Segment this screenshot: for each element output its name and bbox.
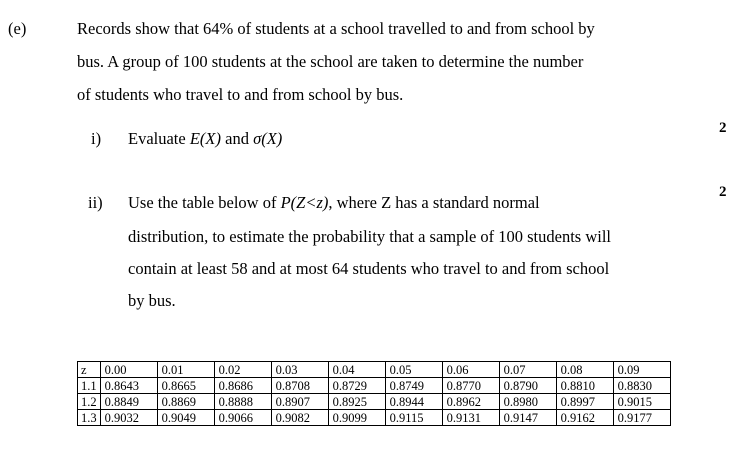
table-cell: 0.9082	[270, 409, 329, 426]
part-label: (e)	[8, 19, 27, 38]
std-dev-expr: σ(X)	[253, 129, 283, 148]
table-cell: 0.9131	[441, 409, 500, 426]
header-cell: 0.01	[156, 361, 215, 378]
table-cell: 0.8770	[441, 377, 500, 394]
table-cell: 0.9177	[612, 409, 671, 426]
expected-value-expr: E(X)	[189, 129, 221, 148]
sub-question-ii-line-2: distribution, to estimate the probabilit…	[128, 227, 612, 246]
table-cell: 0.9066	[213, 409, 272, 426]
header-z: z	[77, 361, 101, 378]
sub-question-i-text: Evaluate E(X) and σ(X)	[128, 129, 283, 148]
table-cell: 0.8997	[555, 393, 614, 410]
table-cell: 0.8810	[555, 377, 614, 394]
table-cell: 0.9015	[612, 393, 671, 410]
marks-ii: 2	[719, 184, 727, 200]
table-cell: 0.8665	[156, 377, 215, 394]
header-cell: 0.07	[498, 361, 557, 378]
table-cell: 0.8944	[384, 393, 443, 410]
sub-question-ii-line-3: contain at least 58 and at most 64 stude…	[128, 259, 610, 278]
table-cell: 0.8980	[498, 393, 557, 410]
table-cell: 0.8869	[156, 393, 215, 410]
table-row: 1.2 0.8849 0.8869 0.8888 0.8907 0.8925 0.8944 0…	[77, 393, 671, 410]
table-cell: 0.8686	[213, 377, 272, 394]
table-cell: 0.9147	[498, 409, 557, 426]
table-cell: 0.8888	[213, 393, 272, 410]
table-cell: 0.8849	[99, 393, 158, 410]
sub-question-i-and: and	[221, 129, 254, 148]
header-cell: 0.09	[612, 361, 671, 378]
table-cell: 0.8962	[441, 393, 500, 410]
table-cell: 0.8925	[327, 393, 386, 410]
normal-distribution-table: z 0.00 0.01 0.02 0.03 0.04 0.05 0.06 0.07 0.08 0.0…	[77, 361, 671, 426]
table-cell: 0.9162	[555, 409, 614, 426]
header-cell: 0.03	[270, 361, 329, 378]
table-cell: 0.8729	[327, 377, 386, 394]
table-cell: 0.8749	[384, 377, 443, 394]
intro-line-2: bus. A group of 100 students at the scho…	[77, 52, 584, 71]
table-header-row: z 0.00 0.01 0.02 0.03 0.04 0.05 0.06 0.07 0.08 0.0…	[77, 361, 671, 378]
header-cell: 0.04	[327, 361, 386, 378]
row-z-value: 1.1	[77, 377, 101, 394]
sub-question-ii-line-4: by bus.	[128, 291, 176, 310]
table-cell: 0.9099	[327, 409, 386, 426]
header-cell: 0.00	[99, 361, 158, 378]
intro-line-1: Records show that 64% of students at a s…	[77, 19, 595, 38]
table-cell: 0.8830	[612, 377, 671, 394]
table-cell: 0.9049	[156, 409, 215, 426]
table-cell: 0.9115	[384, 409, 443, 426]
sub-question-ii-line-1: Use the table below of P(Z<z), where Z h…	[128, 193, 540, 212]
table-cell: 0.8643	[99, 377, 158, 394]
intro-line-3: of students who travel to and from schoo…	[77, 85, 404, 104]
table-cell: 0.9032	[99, 409, 158, 426]
sub-question-ii-label: ii)	[88, 193, 103, 212]
sub-question-i-label: i)	[91, 129, 102, 148]
table-cell: 0.8790	[498, 377, 557, 394]
row-z-value: 1.2	[77, 393, 101, 410]
header-cell: 0.06	[441, 361, 500, 378]
header-cell: 0.05	[384, 361, 443, 378]
probability-expr: P(Z<z)	[280, 193, 329, 212]
header-cell: 0.02	[213, 361, 272, 378]
sub-question-i-prefix: Evaluate	[128, 129, 190, 148]
table-row: 1.1 0.8643 0.8665 0.8686 0.8708 0.8729 0.8749 0…	[77, 377, 671, 394]
marks-i: 2	[719, 120, 727, 136]
table-cell: 0.8708	[270, 377, 329, 394]
row-z-value: 1.3	[77, 409, 101, 426]
table-cell: 0.8907	[270, 393, 329, 410]
header-cell: 0.08	[555, 361, 614, 378]
table-row: 1.3 0.9032 0.9049 0.9066 0.9082 0.9099 0.9115 0…	[77, 409, 671, 426]
sub-question-ii-prefix: Use the table below of	[128, 193, 281, 212]
sub-question-ii-suffix: , where Z has a standard normal	[328, 193, 540, 212]
